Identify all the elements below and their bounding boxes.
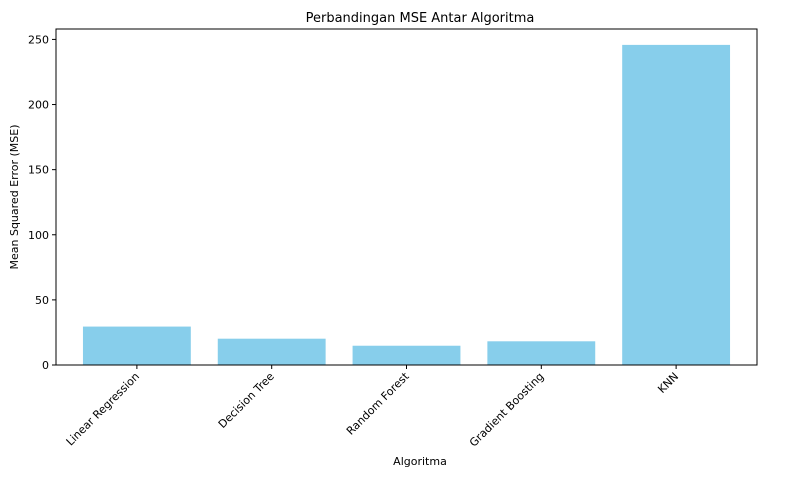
x-axis-label: Algoritma [393, 455, 447, 468]
y-axis-label: Mean Squared Error (MSE) [8, 125, 21, 270]
y-axis: 0 50 100 150 200 250 [28, 33, 56, 372]
bar-3 [487, 341, 596, 365]
y-tick-label: 100 [28, 229, 49, 242]
y-tick-label: 200 [28, 99, 49, 112]
bar-1 [217, 338, 326, 365]
bar-4 [622, 44, 731, 365]
bar-0 [82, 326, 191, 365]
y-tick-label: 250 [28, 33, 49, 46]
plot-frame [55, 28, 758, 366]
y-tick-label: 0 [42, 359, 49, 372]
y-tick-label: 50 [35, 294, 49, 307]
chart-title: Perbandingan MSE Antar Algoritma [306, 11, 535, 26]
bar-2 [352, 345, 461, 365]
y-tick-label: 150 [28, 164, 49, 177]
bars-layer [82, 44, 731, 365]
